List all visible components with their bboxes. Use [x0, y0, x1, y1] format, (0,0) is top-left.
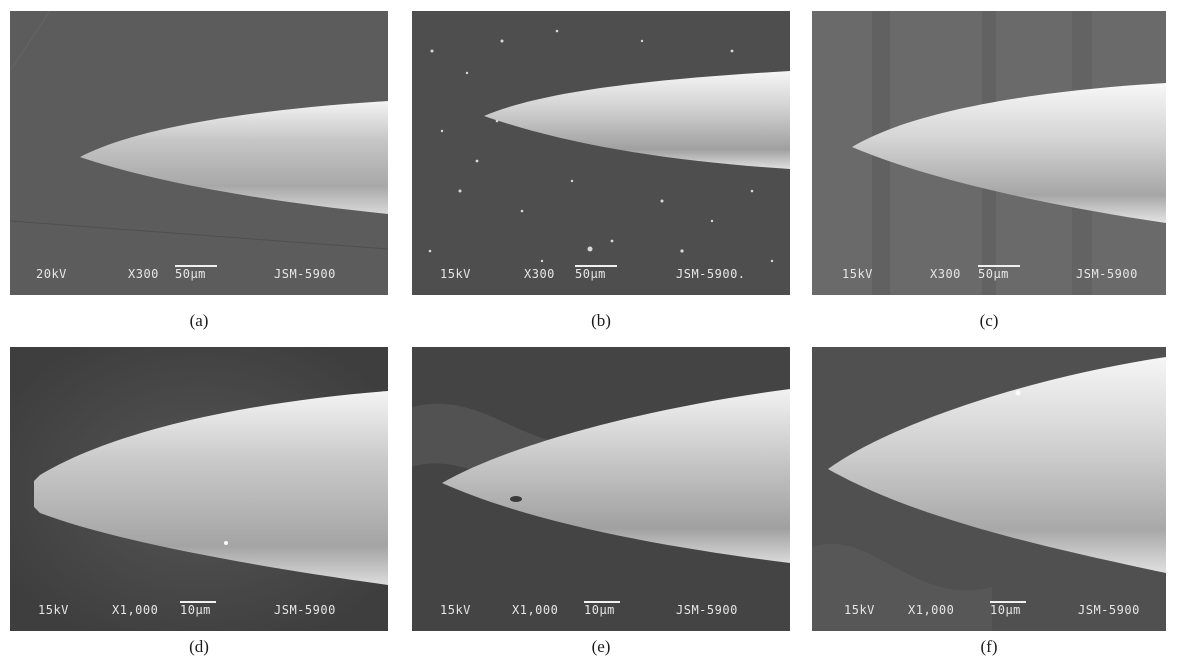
needle-image-d	[10, 347, 388, 631]
surface-particles	[428, 29, 774, 263]
scale-bar	[584, 601, 620, 603]
sem-info-bar: 15kV X300 50μm JSM-5900.	[412, 265, 790, 285]
scale-bar	[990, 601, 1026, 603]
needle-image-f	[812, 347, 1166, 631]
needle-shape	[828, 357, 1166, 573]
sem-micrograph-f: 15kV X1,000 10μm JSM-5900	[812, 347, 1166, 631]
needle-shape	[80, 101, 388, 214]
panel-c: 15kV X300 50μm JSM-5900 (c)	[812, 11, 1166, 341]
instrument-label: JSM-5900	[1076, 267, 1138, 281]
magnification-label: X1,000	[512, 603, 559, 617]
magnification-label: X1,000	[112, 603, 159, 617]
sem-info-bar: 15kV X1,000 10μm JSM-5900	[812, 601, 1166, 621]
scale-bar	[575, 265, 617, 267]
instrument-label: JSM-5900	[274, 267, 336, 281]
magnification-label: X1,000	[908, 603, 955, 617]
needle-shape	[442, 389, 790, 563]
magnification-label: X300	[930, 267, 961, 281]
caption-d: (d)	[189, 637, 209, 656]
scale-label: 50μm	[978, 267, 1009, 281]
sem-micrograph-d: 15kV X1,000 10μm JSM-5900	[10, 347, 388, 631]
needle-image-b	[412, 11, 790, 295]
instrument-label: JSM-5900.	[676, 267, 746, 281]
sem-micrograph-b: 15kV X300 50μm JSM-5900.	[412, 11, 790, 295]
panel-e: 15kV X1,000 10μm JSM-5900 (e)	[412, 347, 790, 663]
caption-e: (e)	[591, 637, 611, 656]
sem-micrograph-c: 15kV X300 50μm JSM-5900	[812, 11, 1166, 295]
sem-micrograph-a: 20kV X300 50μm JSM-5900	[10, 11, 388, 295]
needle-shape	[484, 71, 790, 169]
caption-f: (f)	[980, 637, 998, 656]
instrument-label: JSM-5900	[676, 603, 738, 617]
scale-bar	[180, 601, 216, 603]
needle-image-e	[412, 347, 790, 631]
voltage-label: 15kV	[844, 603, 875, 617]
magnification-label: X300	[128, 267, 159, 281]
voltage-label: 20kV	[36, 267, 67, 281]
caption-c: (c)	[979, 311, 999, 330]
magnification-label: X300	[524, 267, 555, 281]
sem-info-bar: 15kV X1,000 10μm JSM-5900	[412, 601, 790, 621]
scale-label: 10μm	[584, 603, 615, 617]
scale-label: 10μm	[180, 603, 211, 617]
scale-label: 50μm	[575, 267, 606, 281]
instrument-label: JSM-5900	[274, 603, 336, 617]
panel-b: 15kV X300 50μm JSM-5900. (b)	[412, 11, 790, 341]
voltage-label: 15kV	[440, 267, 471, 281]
scale-label: 50μm	[175, 267, 206, 281]
needle-image-c	[812, 11, 1166, 295]
caption-a: (a)	[189, 311, 209, 330]
panel-a: 20kV X300 50μm JSM-5900 (a)	[10, 11, 388, 341]
panel-f: 15kV X1,000 10μm JSM-5900 (f)	[812, 347, 1166, 663]
sem-info-bar: 20kV X300 50μm JSM-5900	[10, 265, 388, 285]
scale-bar	[175, 265, 217, 267]
needle-shape	[34, 391, 388, 585]
needle-shape	[852, 83, 1166, 223]
voltage-label: 15kV	[440, 603, 471, 617]
sem-info-bar: 15kV X1,000 10μm JSM-5900	[10, 601, 388, 621]
instrument-label: JSM-5900	[1078, 603, 1140, 617]
needle-image-a	[10, 11, 388, 295]
sem-micrograph-e: 15kV X1,000 10μm JSM-5900	[412, 347, 790, 631]
panel-d: 15kV X1,000 10μm JSM-5900 (d)	[10, 347, 388, 663]
scale-bar	[978, 265, 1020, 267]
caption-b: (b)	[591, 311, 611, 330]
voltage-label: 15kV	[842, 267, 873, 281]
scale-label: 10μm	[990, 603, 1021, 617]
voltage-label: 15kV	[38, 603, 69, 617]
sem-info-bar: 15kV X300 50μm JSM-5900	[812, 265, 1166, 285]
